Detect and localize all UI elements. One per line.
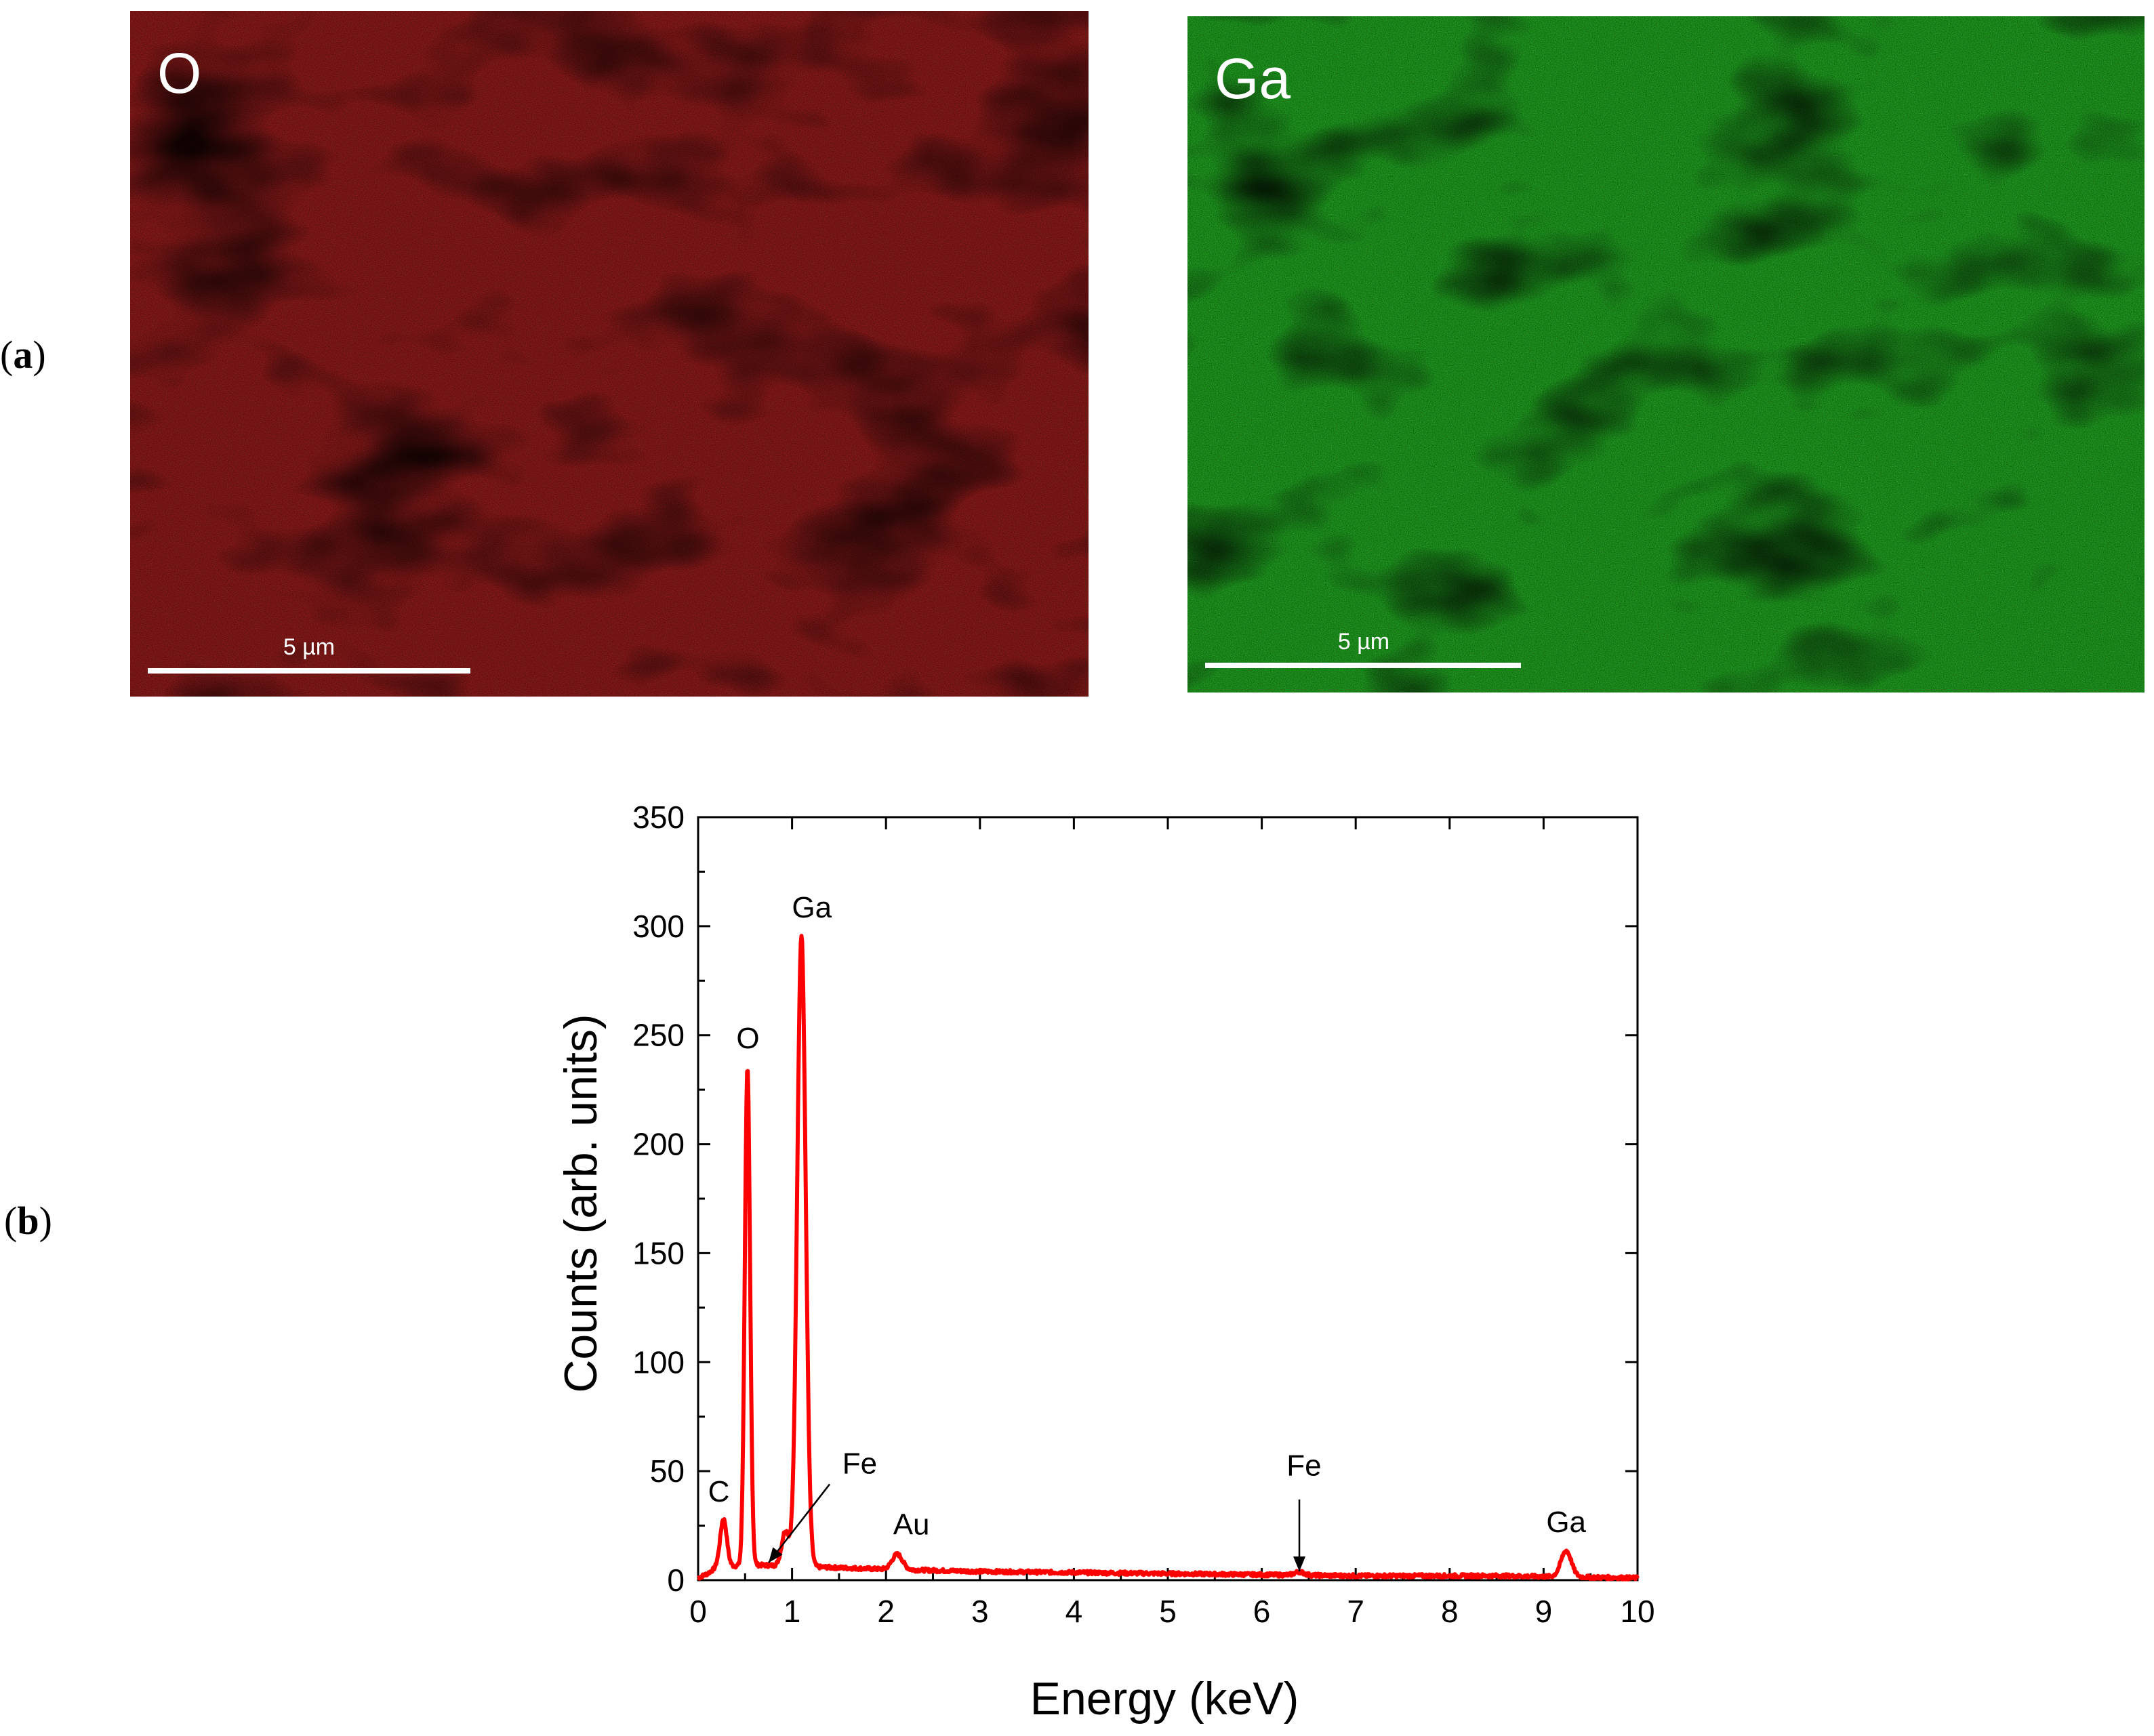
y-tick-label: 250 — [632, 1018, 685, 1053]
peak-annotations: C O Ga Fe Au Fe Ga — [708, 891, 1587, 1541]
gallium-map-image — [1187, 16, 2145, 693]
plot-frame — [697, 816, 1639, 1582]
annotation-arrowhead — [1293, 1556, 1306, 1572]
y-tick-label: 350 — [632, 800, 685, 835]
gallium-map: Ga 5 µm — [1187, 16, 2145, 693]
panel-label-a: (a) — [0, 333, 46, 377]
x-tick-label: 7 — [1347, 1594, 1364, 1629]
x-tick-label: 5 — [1159, 1594, 1177, 1629]
x-tick-label: 3 — [971, 1594, 989, 1629]
y-tick-label: 50 — [650, 1453, 685, 1489]
peak-label: Au — [893, 1508, 930, 1541]
y-tick-label: 300 — [632, 909, 685, 944]
gallium-map-label: Ga — [1215, 47, 1291, 110]
x-tick-label: 6 — [1253, 1594, 1271, 1629]
peak-arrows — [767, 1483, 1306, 1572]
oxygen-map-label: O — [157, 41, 202, 105]
y-tick-label: 100 — [632, 1344, 685, 1380]
y-tick-label: 0 — [667, 1563, 685, 1598]
oxygen-scale-label: 5 µm — [283, 634, 336, 660]
x-tick-label: 4 — [1065, 1594, 1083, 1629]
peak-label: O — [736, 1022, 759, 1055]
x-axis-label: Energy (keV) — [1030, 1673, 1299, 1724]
y-axis-label: Counts (arb. units) — [555, 1014, 607, 1392]
peak-label: Fe — [1286, 1449, 1321, 1483]
oxygen-scale-bar — [148, 668, 470, 674]
x-tick-label: 2 — [877, 1594, 895, 1629]
peak-label: Fe — [842, 1447, 877, 1480]
peak-label: Ga — [1546, 1506, 1586, 1539]
chart-ticks — [697, 816, 1639, 1582]
x-tick-label: 8 — [1441, 1594, 1459, 1629]
y-tick-label: 150 — [632, 1235, 685, 1270]
panel-label-b: (b) — [4, 1199, 52, 1243]
peak-label: Ga — [792, 891, 832, 924]
gallium-scale-bar — [1205, 663, 1521, 668]
gallium-scale-label: 5 µm — [1337, 629, 1390, 655]
annotation-arrow — [767, 1483, 831, 1564]
spectrum-line — [697, 934, 1640, 1582]
chart-axes — [697, 816, 1639, 1582]
oxygen-map: O 5 µm — [130, 11, 1089, 697]
x-tick-label: 1 — [784, 1594, 801, 1629]
annotation-arrowhead — [768, 1547, 783, 1563]
x-tick-label: 0 — [689, 1594, 707, 1629]
y-tick-label: 200 — [632, 1127, 685, 1162]
x-tick-label: 10 — [1620, 1594, 1654, 1629]
x-tick-label: 9 — [1535, 1594, 1553, 1629]
peak-label: C — [708, 1475, 730, 1508]
oxygen-map-image — [130, 11, 1089, 697]
